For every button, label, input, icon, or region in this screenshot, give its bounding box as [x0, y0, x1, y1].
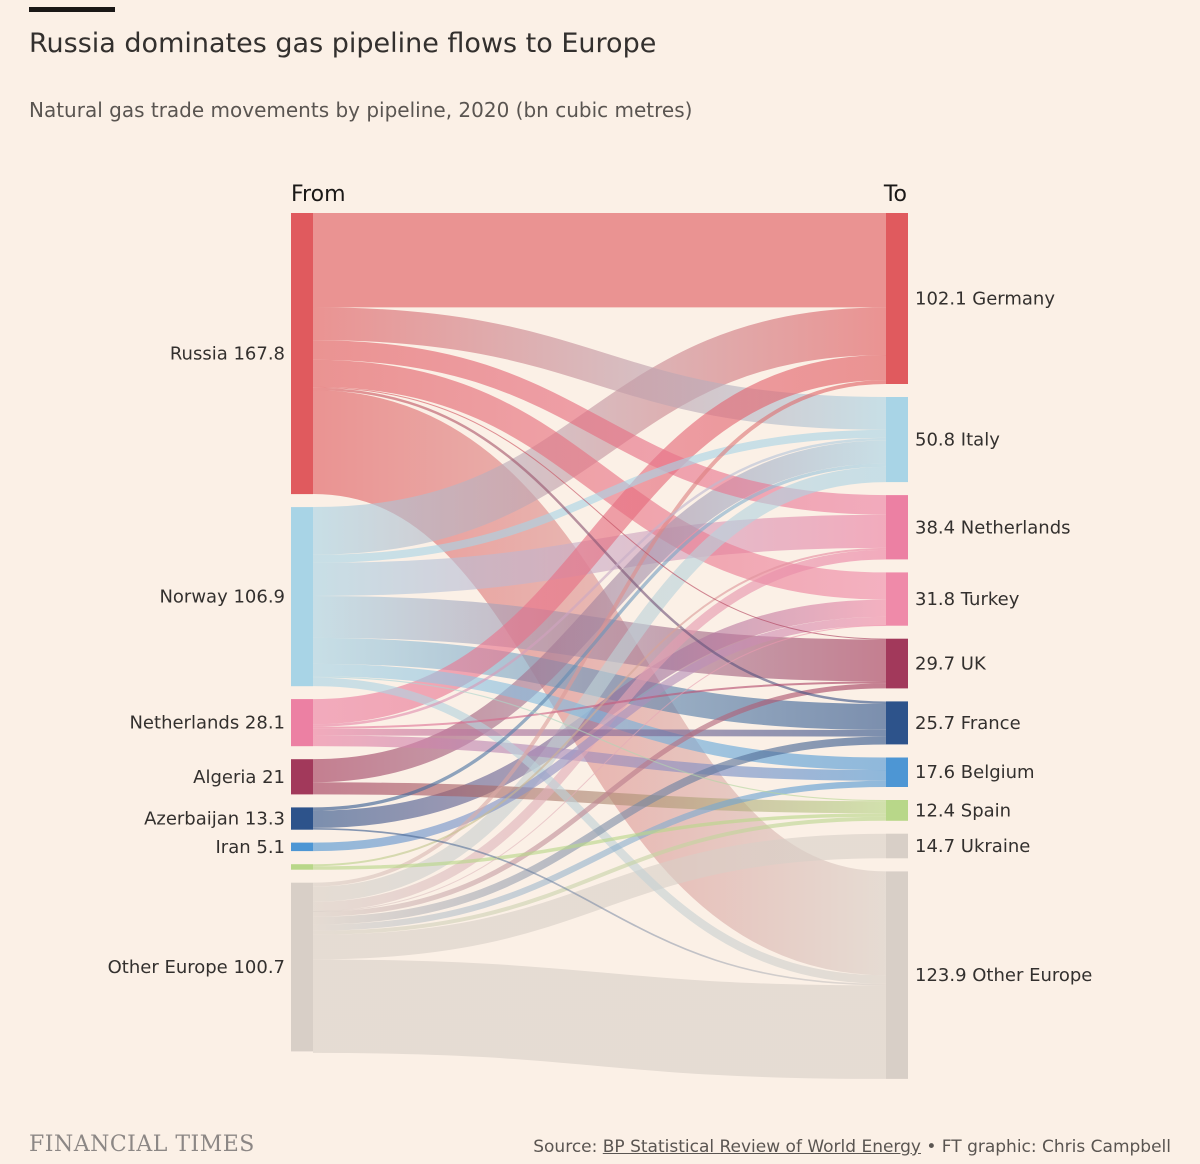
target-label-other_europe_t: 123.9 Other Europe	[915, 965, 1092, 986]
flow-src-other-small-to-netherlands	[312, 547, 887, 867]
flow-other-europe-to-spain	[312, 816, 887, 935]
source-node-norway	[291, 507, 313, 687]
from-column-heading: From	[291, 182, 346, 207]
source-prefix: Source:	[533, 1137, 603, 1157]
flow-netherlands-to-italy	[312, 437, 887, 727]
title-rule	[29, 7, 115, 12]
target-label-netherlands: 38.4 Netherlands	[915, 517, 1071, 538]
flow-other-europe-to-other-europe-t	[312, 959, 887, 1079]
chart-subtitle: Natural gas trade movements by pipeline,…	[29, 98, 693, 122]
target-node-germany	[886, 213, 908, 384]
sankey-nodes	[291, 213, 908, 1079]
flow-other-europe-to-turkey	[312, 625, 887, 912]
source-node-iran	[291, 842, 313, 852]
flow-other-europe-to-uk	[312, 683, 887, 917]
source-label-iran: Iran 5.1	[216, 837, 286, 858]
target-node-turkey	[886, 572, 908, 626]
target-node-spain	[886, 800, 908, 821]
flow-norway-to-belgium	[312, 663, 887, 771]
flow-norway-to-italy	[312, 429, 887, 563]
flow-azerbaijan-to-other-europe-t	[312, 827, 887, 986]
target-node-ukraine	[886, 833, 908, 859]
flow-netherlands-to-france	[312, 728, 887, 737]
source-label-norway: Norway 106.9	[159, 587, 285, 608]
flow-other-europe-to-ukraine	[312, 833, 887, 960]
source-node-algeria	[291, 759, 313, 795]
source-label-azerbaijan: Azerbaijan 13.3	[144, 809, 285, 830]
flow-other-europe-to-france	[312, 736, 887, 925]
target-label-turkey: 31.8 Turkey	[915, 589, 1020, 610]
flow-russia-to-uk	[312, 386, 887, 640]
target-node-italy	[886, 397, 908, 483]
target-label-spain: 12.4 Spain	[915, 800, 1011, 821]
source-node-netherlands	[291, 699, 313, 747]
flow-norway-to-spain	[312, 676, 887, 802]
financial-times-logo: FINANCIAL TIMES	[29, 1132, 255, 1157]
target-label-germany: 102.1 Germany	[915, 289, 1055, 310]
target-node-france	[886, 701, 908, 745]
flow-netherlands-to-belgium	[312, 735, 887, 781]
source-note: Source: BP Statistical Review of World E…	[533, 1137, 1171, 1157]
flow-netherlands-to-uk	[312, 681, 887, 729]
source-label-other_europe: Other Europe 100.7	[108, 957, 285, 978]
flow-netherlands-to-germany	[312, 355, 887, 725]
target-label-ukraine: 14.7 Ukraine	[915, 836, 1030, 857]
source-label-algeria: Algeria 21	[193, 767, 285, 788]
sankey-labels: Russia 167.8 Norway 106.9 Netherlands 28.1…	[108, 289, 1093, 987]
sankey-links	[311, 213, 888, 1079]
source-suffix: • FT graphic: Chris Campbell	[920, 1137, 1171, 1157]
source-node-src_other_small	[291, 864, 313, 870]
target-node-belgium	[886, 757, 908, 787]
source-node-russia	[291, 213, 313, 495]
source-link[interactable]: BP Statistical Review of World Energy	[602, 1137, 921, 1157]
target-label-uk: 29.7 UK	[915, 654, 987, 675]
flow-other-europe-to-italy	[312, 466, 887, 902]
target-node-other_europe_t	[886, 871, 908, 1079]
target-label-italy: 50.8 Italy	[915, 430, 1000, 451]
chart-title: Russia dominates gas pipeline flows to E…	[29, 28, 657, 59]
source-node-azerbaijan	[291, 807, 313, 830]
target-label-france: 25.7 France	[915, 713, 1021, 734]
target-node-uk	[886, 638, 908, 689]
flow-azerbaijan-to-italy	[312, 463, 887, 811]
target-node-netherlands	[886, 495, 908, 560]
flow-src-other-small-to-spain	[312, 813, 887, 870]
target-label-belgium: 17.6 Belgium	[915, 762, 1035, 783]
flow-other-europe-to-belgium	[312, 780, 887, 931]
to-column-heading: To	[883, 182, 907, 207]
source-node-other_europe	[291, 882, 313, 1052]
source-label-russia: Russia 167.8	[170, 344, 285, 365]
source-label-netherlands: Netherlands 28.1	[129, 713, 285, 734]
flow-other-europe-to-germany	[312, 380, 887, 887]
flow-algeria-to-italy	[312, 440, 887, 783]
